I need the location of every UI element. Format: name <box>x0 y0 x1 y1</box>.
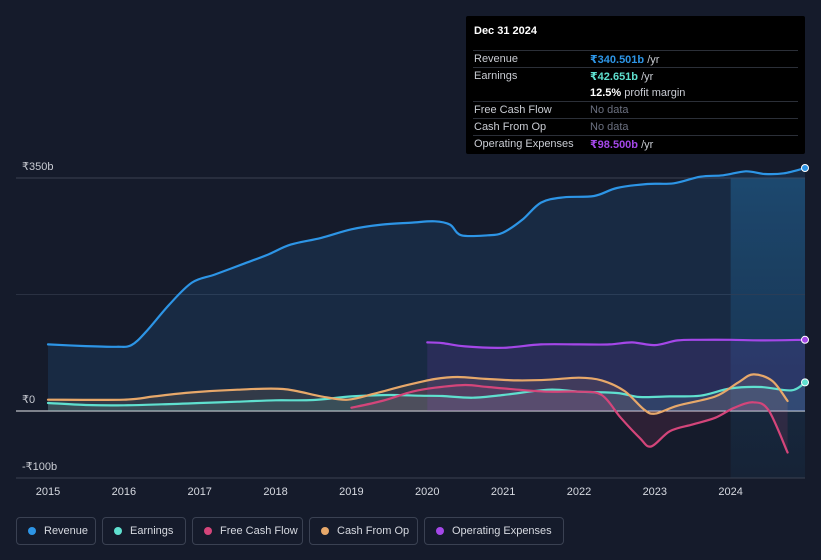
legend-dot-icon <box>28 527 36 535</box>
y-tick-label: ₹350b <box>22 161 53 173</box>
legend-dot-icon <box>321 527 329 535</box>
revenue-area <box>48 168 805 411</box>
tooltip-unit: /yr <box>644 54 660 66</box>
x-tick-label: 2020 <box>415 486 439 498</box>
x-tick-label: 2018 <box>263 486 287 498</box>
cash-from-op-area <box>48 374 788 414</box>
tooltip-label: Operating Expenses <box>474 138 574 150</box>
tooltip-separator <box>473 101 798 102</box>
tooltip-value: 12.5% profit margin <box>590 87 686 99</box>
legend-label: Operating Expenses <box>452 525 552 537</box>
legend-dot-icon <box>204 527 212 535</box>
x-tick-label: 2017 <box>187 486 211 498</box>
y-tick-label: -₹100b <box>22 461 57 473</box>
x-tick-label: 2024 <box>718 486 742 498</box>
earnings-line <box>46 381 807 407</box>
tooltip-row: Cash From Op No data <box>466 118 805 135</box>
tooltip-value: ₹340.501b /yr <box>590 54 660 66</box>
x-tick-label: 2021 <box>491 486 515 498</box>
x-tick-label: 2019 <box>339 486 363 498</box>
cash-from-op-line <box>46 373 789 415</box>
tooltip-separator <box>473 50 798 51</box>
x-tick-label: 2016 <box>112 486 136 498</box>
legend-item-revenue[interactable]: Revenue <box>16 517 96 545</box>
tooltip-label: Earnings <box>474 70 518 82</box>
legend-label: Earnings <box>130 525 174 537</box>
tooltip-panel: Dec 31 2024 Revenue ₹340.501b /yr Earnings… <box>466 16 805 154</box>
operating-expenses-line <box>426 338 807 349</box>
earnings-end-marker <box>801 378 809 387</box>
revenue-end-marker <box>801 164 809 173</box>
revenue-line <box>46 166 807 348</box>
legend-item-earnings[interactable]: Earnings <box>102 517 186 545</box>
x-tick-label: 2022 <box>567 486 591 498</box>
tooltip-nodata: No data <box>590 104 629 116</box>
tooltip-label: Free Cash Flow <box>474 104 552 116</box>
legend-label: Free Cash Flow <box>220 525 298 537</box>
tooltip-row: Revenue ₹340.501b /yr <box>466 50 805 67</box>
tooltip-label: Cash From Op <box>474 121 547 133</box>
tooltip-row: Earnings ₹42.651b /yr <box>466 67 805 84</box>
tooltip-label: Revenue <box>474 53 519 65</box>
tooltip-row: Operating Expenses ₹98.500b /yr <box>466 135 805 152</box>
free-cash-flow-line <box>350 383 789 454</box>
legend-label: Revenue <box>44 525 89 537</box>
legend-label: Cash From Op <box>337 525 410 537</box>
tooltip-unit: profit margin <box>621 87 686 99</box>
tooltip-separator <box>473 118 798 119</box>
legend-dot-icon <box>114 527 122 535</box>
legend-item-operating-expenses[interactable]: Operating Expenses <box>424 517 564 545</box>
highlight-region <box>730 178 805 478</box>
tooltip-date: Dec 31 2024 <box>474 25 537 37</box>
legend-dot-icon <box>436 527 444 535</box>
legend-item-cash-from-op[interactable]: Cash From Op <box>309 517 418 545</box>
tooltip-nodata: No data <box>590 121 629 133</box>
tooltip-value: ₹98.500b /yr <box>590 139 654 151</box>
tooltip-row: Free Cash Flow No data <box>466 101 805 118</box>
y-tick-label: ₹0 <box>22 394 35 406</box>
tooltip-row: 12.5% profit margin <box>466 84 805 101</box>
tooltip-separator <box>473 67 798 68</box>
tooltip-unit: /yr <box>638 139 654 151</box>
x-tick-label: 2015 <box>36 486 60 498</box>
operating-expenses-end-marker <box>801 335 809 344</box>
tooltip-value: ₹42.651b /yr <box>590 71 654 83</box>
tooltip-separator <box>473 135 798 136</box>
free-cash-flow-area <box>351 384 788 453</box>
x-tick-label: 2023 <box>643 486 667 498</box>
tooltip-unit: /yr <box>638 71 654 83</box>
legend-item-free-cash-flow[interactable]: Free Cash Flow <box>192 517 303 545</box>
